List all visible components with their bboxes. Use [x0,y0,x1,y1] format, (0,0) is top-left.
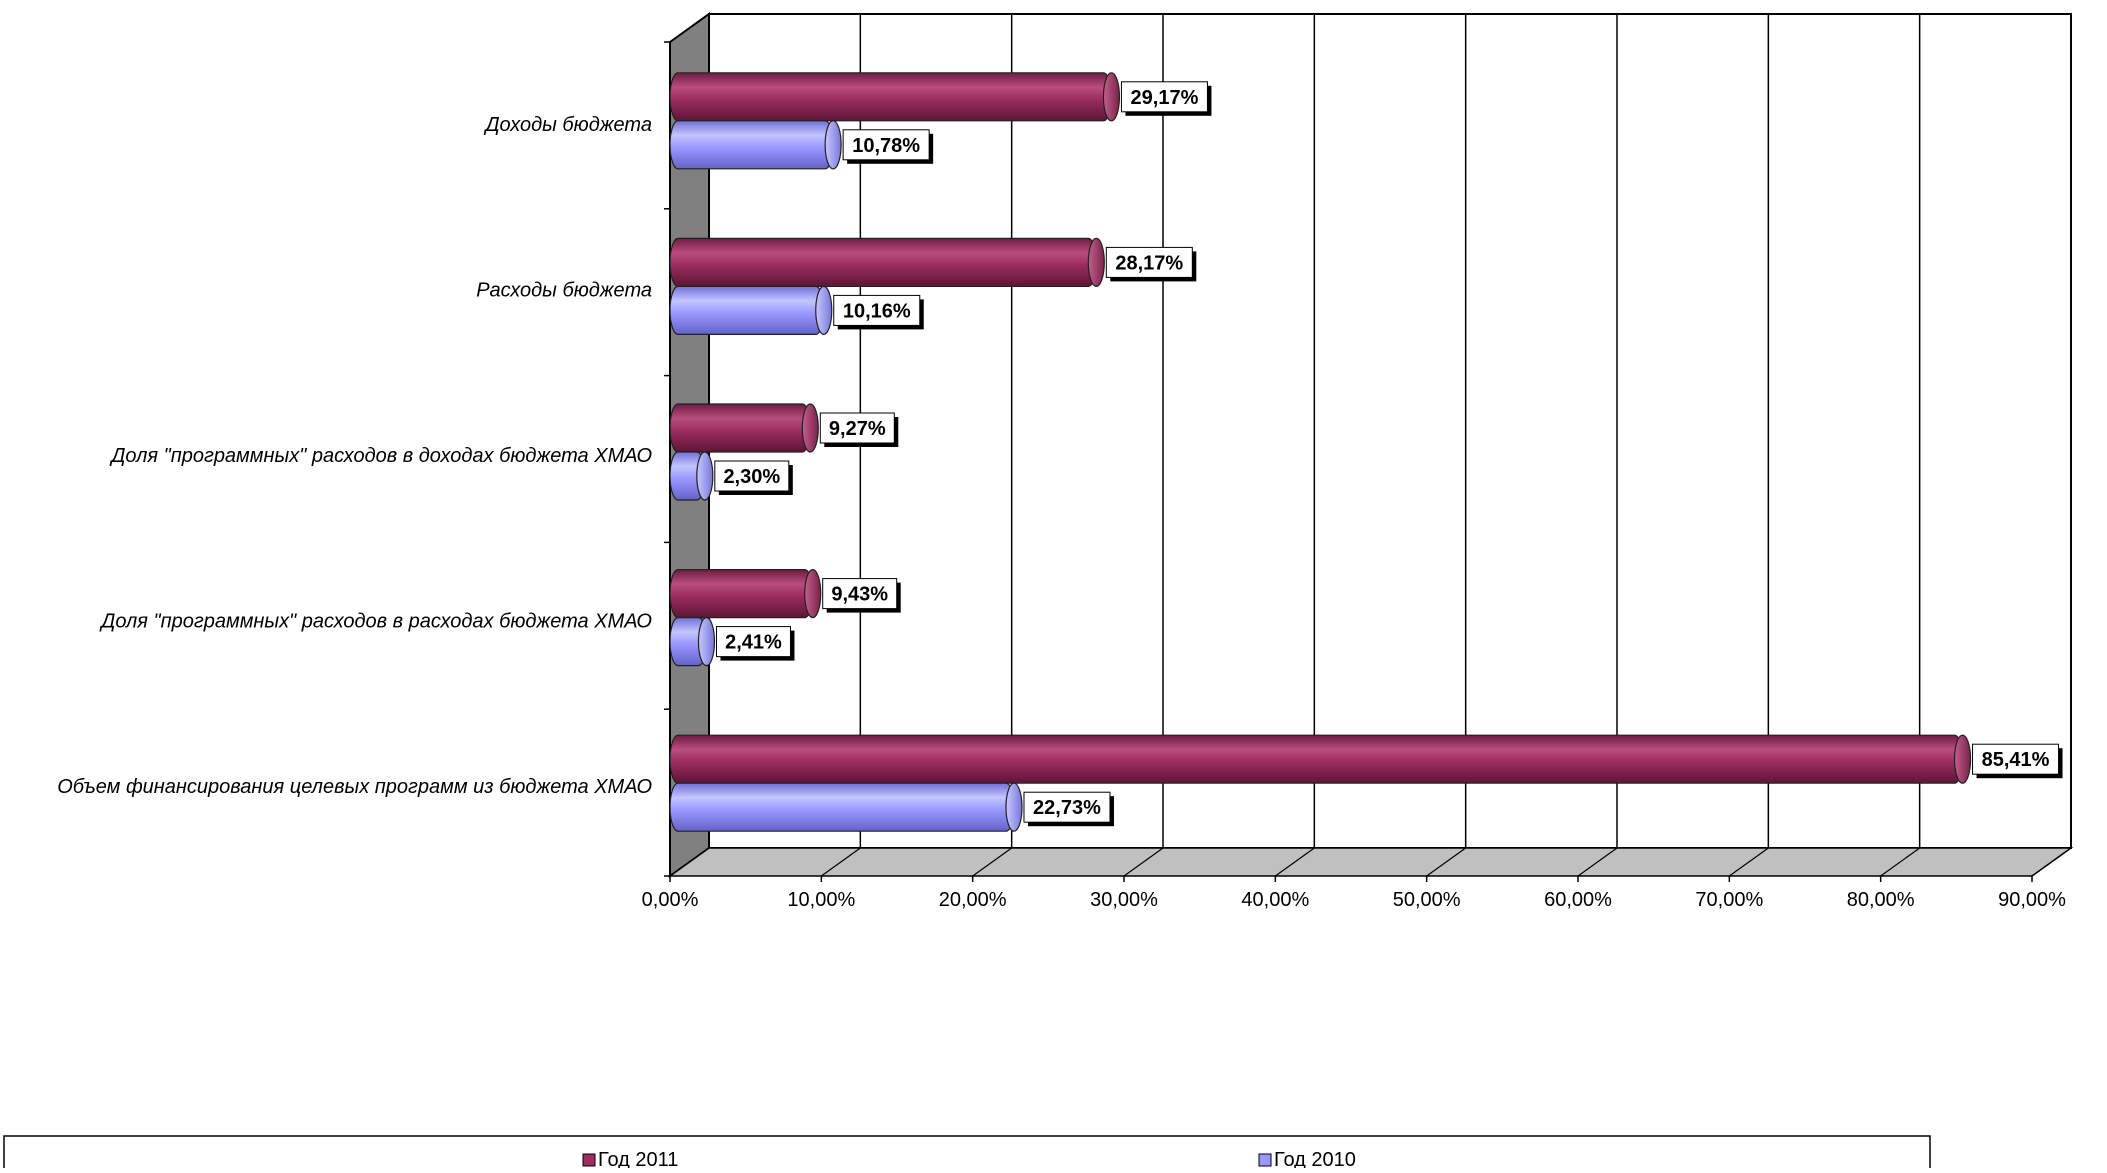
x-tick-label: 30,00% [1090,889,1158,911]
category-label: Расходы бюджета [476,279,652,301]
data-label-box [1023,791,1111,823]
bar-cap [824,120,842,170]
x-tick-label: 60,00% [1544,889,1612,911]
floor-gridline [1880,847,1921,877]
data-label-box [833,294,921,326]
data-label: 22,73% [1033,797,1101,819]
data-label: 85,41% [1982,749,2050,771]
data-label: 29,17% [1131,87,1199,109]
legend-entry: Год 2010 [1274,1149,1356,1168]
bar-cap [1005,782,1023,832]
bar [669,237,1097,287]
data-label: 9,27% [829,418,886,440]
bar [669,285,825,335]
data-label: 10,16% [843,300,911,322]
x-tick-label: 50,00% [1393,889,1461,911]
x-tick-label: 80,00% [1847,889,1915,911]
floor-gridline [2031,847,2072,877]
data-label: 10,78% [852,135,920,157]
legend-swatch [582,1153,596,1167]
data-label-box [1972,743,2060,775]
floor-gridline [1426,847,1467,877]
legend-box [3,1135,1931,1173]
legend-entry: Год 2011 [598,1149,678,1168]
floor-gridline [1577,847,1618,877]
bar-cap [1102,72,1121,122]
bar [669,568,814,619]
category-label: Доля "программных" расходов в доходах бю… [109,445,652,467]
x-tick-label: 90,00% [1998,889,2066,911]
floor-gridline [972,847,1013,877]
data-label-box [1105,246,1193,278]
data-label: 28,17% [1115,252,1183,274]
category-label: Доля "программных" расходов в расходах б… [99,611,652,633]
bar [669,120,834,170]
data-label-box [715,626,791,658]
bar [669,782,1015,832]
data-label-box [819,412,895,444]
bar-cap [1953,734,1972,784]
bar-cap [1087,237,1105,287]
floor-gridline [1274,847,1315,877]
x-tick-label: 20,00% [939,889,1007,911]
data-label: 9,43% [831,584,888,606]
x-tick-label: 40,00% [1241,889,1309,911]
category-label: Объем финансирования целевых программ из… [57,776,652,798]
floor-gridline [820,847,861,877]
floor-gridline [1123,847,1164,877]
legend-swatch [1258,1153,1272,1167]
x-tick-label: 70,00% [1695,889,1763,911]
floor-gridline [1728,847,1769,877]
bar-cap [804,568,822,619]
data-label: 2,30% [723,466,780,488]
floor-gridline [669,847,710,877]
x-tick-label: 10,00% [787,889,855,911]
data-label-box [842,129,930,161]
bar-cap [801,403,819,453]
floor [667,847,2074,877]
data-label-box [822,578,898,610]
data-label-box [714,460,790,492]
category-label: Доходы бюджета [483,114,652,136]
bar-cap [696,451,714,501]
data-label-box [1120,81,1208,113]
back-wall [708,13,2072,849]
bar [669,734,1964,784]
bar [669,403,811,453]
data-label: 2,41% [725,632,782,654]
x-tick-label: 0,00% [642,889,699,911]
bar-cap [697,616,716,667]
bar-cap [815,285,833,335]
bar [669,72,1113,122]
